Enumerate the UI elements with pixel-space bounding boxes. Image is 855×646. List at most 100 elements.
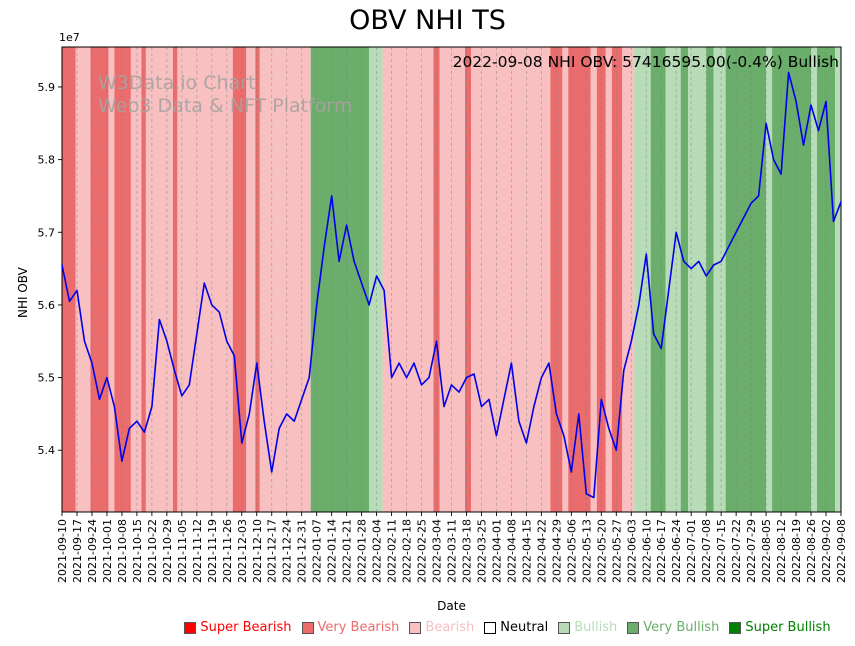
- y-tick-label: 5.5: [38, 372, 56, 385]
- x-tick-label: 2021-11-26: [221, 519, 234, 583]
- watermark-line-1: W3Data.io Chart: [98, 72, 256, 94]
- legend-swatch-very-bullish: [627, 621, 640, 634]
- legend-item-neutral: Neutral: [484, 620, 548, 635]
- x-tick-label: 2022-01-07: [311, 519, 324, 583]
- x-tick-label: 2022-08-05: [760, 519, 773, 583]
- obv-line: [61, 71, 842, 499]
- x-tick-label: 2021-12-31: [296, 519, 309, 583]
- x-tick-label: 2021-11-12: [191, 519, 204, 583]
- x-tick-label: 2022-01-14: [326, 519, 339, 583]
- sentiment-band-very_bullish: [650, 47, 666, 512]
- x-axis-label: Date: [437, 599, 466, 613]
- x-tick-label: 2022-07-15: [715, 519, 728, 583]
- x-tick-label: 2022-05-27: [610, 519, 623, 583]
- legend-swatch-super-bullish: [729, 621, 742, 634]
- x-tick-label: 2021-12-10: [251, 519, 264, 583]
- x-tick-label: 2022-06-24: [670, 519, 683, 583]
- x-tick-label: 2021-11-19: [206, 519, 219, 583]
- x-tick-label: 2021-12-03: [236, 519, 249, 583]
- x-tick-label: 2021-12-24: [281, 519, 294, 583]
- sentiment-band-bullish: [811, 47, 817, 512]
- legend-item-very-bearish: Very Bearish: [301, 620, 399, 635]
- legend-label-bullish: Bullish: [574, 620, 618, 635]
- watermark: W3Data.io Chart Web3 Data & NFT Platform: [98, 72, 352, 118]
- sentiment-band-very_bullish: [817, 47, 835, 512]
- x-tick-label: 2022-04-22: [535, 519, 548, 583]
- x-tick-label: 2022-04-15: [520, 519, 533, 583]
- sentiment-band-bullish: [665, 47, 681, 512]
- watermark-line-2: Web3 Data & NFT Platform: [98, 95, 353, 117]
- x-tick-label: 2022-05-13: [580, 519, 593, 583]
- y-tick-label: 5.6: [38, 299, 56, 312]
- sentiment-band-bearish: [75, 47, 91, 512]
- x-tick-label: 2022-09-02: [820, 519, 833, 583]
- x-tick-label: 2022-01-28: [356, 519, 369, 583]
- sentiment-band-bearish: [246, 47, 256, 512]
- sentiment-band-bearish: [562, 47, 569, 512]
- x-tick-label: 2022-04-29: [550, 519, 563, 583]
- plot-frame: [61, 46, 842, 513]
- x-tick-label: 2021-12-17: [266, 519, 279, 583]
- x-tick-label: 2022-07-22: [730, 519, 743, 583]
- sentiment-band-bearish: [622, 47, 635, 512]
- page-title: OBV NHI TS: [349, 5, 506, 36]
- x-tick-label: 2022-02-11: [386, 519, 399, 583]
- legend-swatch-neutral: [484, 621, 497, 634]
- x-tick-label: 2022-07-29: [745, 519, 758, 583]
- sentiment-band-very_bearish: [172, 47, 178, 512]
- sentiment-band-bearish: [177, 47, 233, 512]
- x-tick-label: 2021-11-05: [176, 519, 189, 583]
- x-tick-label: 2022-08-19: [790, 519, 803, 583]
- legend-swatch-super-bearish: [184, 621, 197, 634]
- sentiment-band-very_bullish: [706, 47, 714, 512]
- x-tick-label: 2022-06-17: [655, 519, 668, 583]
- x-tick-label: 2022-08-26: [805, 519, 818, 583]
- sentiment-band-very_bearish: [255, 47, 260, 512]
- legend-item-very-bullish: Very Bullish: [627, 620, 719, 635]
- sentiment-band-bullish: [713, 47, 726, 512]
- legend-label-bearish: Bearish: [425, 620, 475, 635]
- x-tick-label: 2022-03-18: [460, 519, 473, 583]
- sentiment-band-bearish: [590, 47, 597, 512]
- x-tick-label: 2022-02-25: [416, 519, 429, 583]
- x-tick-label: 2021-09-10: [56, 519, 69, 583]
- x-tick-label: 2021-09-17: [71, 519, 84, 583]
- x-tick-label: 2021-10-29: [161, 519, 174, 583]
- x-tick-label: 2021-09-24: [86, 519, 99, 583]
- sentiment-band-very_bearish: [465, 47, 471, 512]
- sentiment-band-bearish: [471, 47, 551, 512]
- x-tick-label: 2022-03-04: [431, 519, 444, 583]
- sentiment-band-very_bearish: [550, 47, 563, 512]
- legend-swatch-bullish: [558, 621, 571, 634]
- x-tick-label: 2021-10-15: [131, 519, 144, 583]
- y-tick-label: 5.7: [38, 226, 56, 239]
- legend-label-very-bullish: Very Bullish: [643, 620, 720, 635]
- x-tick-label: 2022-08-12: [775, 519, 788, 583]
- sentiment-band-very_bearish: [141, 47, 146, 512]
- sentiment-band-bearish: [145, 47, 173, 512]
- sentiment-band-bearish: [259, 47, 311, 512]
- y-tick-label: 5.8: [38, 154, 56, 167]
- x-tick-label: 2022-09-08: [835, 519, 848, 583]
- legend-item-bullish: Bullish: [558, 620, 617, 635]
- sentiment-band-bearish: [605, 47, 612, 512]
- legend-item-super-bullish: Super Bullish: [729, 620, 831, 635]
- y-axis-scale-label: 1e7: [59, 31, 80, 44]
- sentiment-band-very_bullish: [725, 47, 766, 512]
- sentiment-band-very_bearish: [114, 47, 131, 512]
- y-tick-label: 5.4: [38, 444, 56, 457]
- x-tick-label: 2022-02-04: [371, 519, 384, 583]
- sentiment-band-very_bearish: [62, 47, 76, 512]
- legend: Super Bearish Very Bearish Bearish Neutral B…: [165, 620, 850, 635]
- x-tick-label: 2022-07-01: [685, 519, 698, 583]
- sentiment-band-very_bearish: [232, 47, 247, 512]
- legend-item-super-bearish: Super Bearish: [184, 620, 292, 635]
- legend-label-super-bullish: Super Bullish: [745, 620, 831, 635]
- sentiment-band-very_bearish: [90, 47, 109, 512]
- x-tick-label: 2022-04-01: [490, 519, 503, 583]
- legend-label-super-bearish: Super Bearish: [200, 620, 292, 635]
- sentiment-band-very_bearish: [596, 47, 606, 512]
- x-tick-label: 2022-03-11: [446, 519, 459, 583]
- x-tick-label: 2022-05-20: [595, 519, 608, 583]
